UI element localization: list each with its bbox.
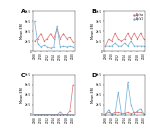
Text: A: A [21, 9, 25, 14]
Text: B: B [91, 9, 96, 14]
Text: C: C [21, 73, 25, 78]
Y-axis label: Mean ERI: Mean ERI [91, 87, 95, 103]
Y-axis label: Mean ERI: Mean ERI [20, 23, 24, 39]
Text: D: D [91, 73, 97, 78]
Y-axis label: Mean ERI: Mean ERI [91, 23, 95, 39]
Legend: Ap-ha, Ap-V1: Ap-ha, Ap-V1 [132, 13, 144, 22]
Y-axis label: Mean ERI: Mean ERI [20, 87, 24, 103]
